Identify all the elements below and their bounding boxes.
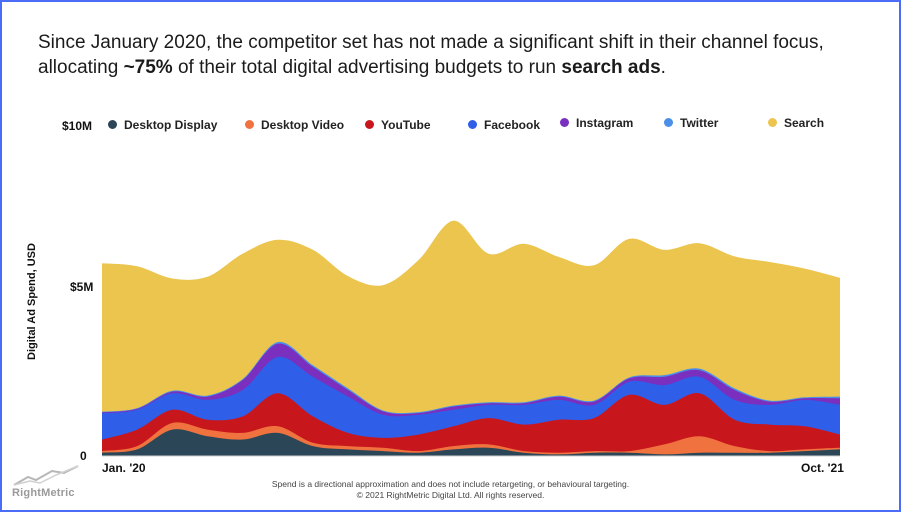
chart-legend: Desktop Display Desktop Video YouTube Faceb… — [108, 116, 848, 138]
legend-label: Search — [784, 116, 825, 130]
legend-swatch — [768, 118, 777, 127]
legend-label: Instagram — [576, 116, 634, 130]
legend-item-desktop-video: Desktop Video — [245, 118, 344, 132]
legend-swatch — [664, 118, 673, 127]
legend-swatch — [108, 120, 117, 129]
footer-note: Spend is a directional approximation and… — [271, 479, 630, 489]
legend-item-twitter: Twitter — [664, 116, 718, 130]
headline-text-3: . — [660, 57, 666, 78]
legend-item-desktop-display: Desktop Display — [108, 118, 217, 132]
brand-logo: RightMetric — [12, 465, 102, 505]
y-axis-title: Digital Ad Spend, USD — [26, 243, 38, 360]
legend-label: Desktop Video — [261, 118, 345, 132]
area-desktop-display — [102, 429, 840, 456]
legend-swatch — [468, 120, 477, 129]
headline-highlight-percent: ~75% — [123, 57, 173, 78]
headline-text-1: Since January 2020, the competitor set h… — [38, 32, 824, 78]
legend-item-search: Search — [768, 116, 824, 130]
headline-highlight-channel: search ads — [561, 57, 661, 78]
brand-name: RightMetric — [12, 487, 75, 499]
legend-item-instagram: Instagram — [560, 116, 633, 130]
headline-text-2: of their total digital advertising budge… — [172, 57, 562, 78]
legend-label: YouTube — [381, 118, 431, 132]
footer-copyright: © 2021 RightMetric Digital Ltd. All righ… — [356, 490, 545, 500]
x-tick-label-end: Oct. '21 — [801, 461, 844, 475]
legend-swatch — [560, 118, 569, 127]
brand-logo-mark — [13, 465, 79, 486]
legend-label: Twitter — [680, 116, 719, 130]
legend-swatch — [245, 120, 254, 129]
headline: Since January 2020, the competitor set h… — [38, 30, 858, 80]
legend-label: Desktop Display — [124, 118, 218, 132]
y-tick-label-5m: $5M — [70, 280, 94, 294]
legend-label: Facebook — [484, 118, 541, 132]
x-tick-label-start: Jan. '20 — [102, 461, 146, 475]
y-tick-label-0: 0 — [80, 449, 87, 463]
legend-item-youtube: YouTube — [365, 118, 431, 132]
legend-swatch — [365, 120, 374, 129]
y-tick-label-10m: $10M — [62, 119, 93, 133]
legend-item-facebook: Facebook — [468, 118, 540, 132]
